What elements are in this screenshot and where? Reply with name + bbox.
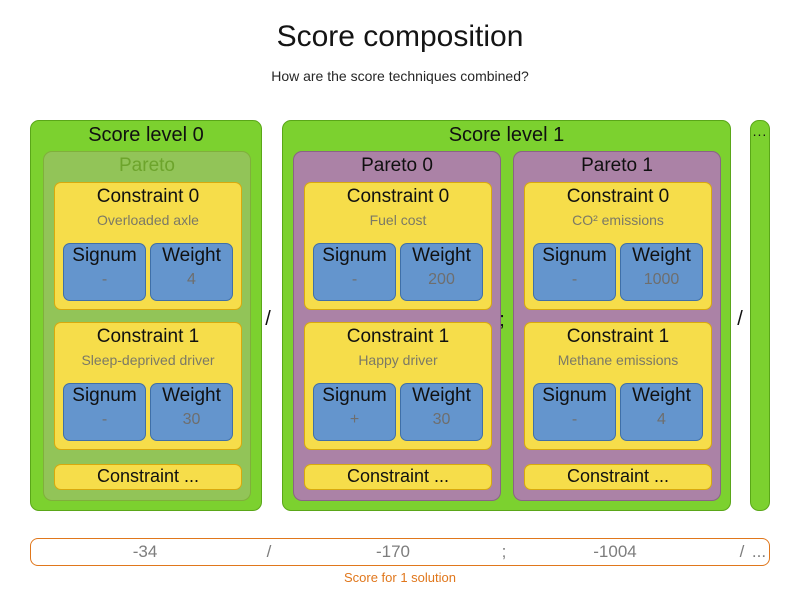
constraint-name: Methane emissions (557, 352, 679, 368)
signum-label: Signum (72, 245, 137, 266)
signum-box: Signum + (313, 383, 396, 441)
weight-value: 4 (187, 271, 196, 288)
constraint-title: Constraint 1 (96, 326, 200, 347)
weight-value: 30 (182, 411, 201, 428)
constraint-title: Constraint 0 (346, 186, 450, 207)
more-levels-ellipsis: ... (752, 123, 768, 139)
score-level-0-label: Score level 0 (88, 124, 204, 146)
score-level-1-label: Score level 1 (448, 124, 565, 146)
weight-value: 4 (657, 411, 666, 428)
signum-box: Signum - (533, 383, 616, 441)
constraint-box: Constraint 0 CO² emissions Signum - Weig… (524, 182, 712, 310)
signum-label: Signum (542, 385, 607, 406)
weight-box: Weight 4 (620, 383, 703, 441)
score-more-ellipsis: ... (751, 542, 767, 561)
signum-box: Signum - (63, 243, 146, 301)
constraint-more-box: Constraint ... (304, 464, 492, 490)
signum-value: + (349, 411, 360, 428)
constraint-more-box: Constraint ... (524, 464, 712, 490)
constraint-box: Constraint 0 Overloaded axle Signum - We… (54, 182, 242, 310)
weight-box: Weight 1000 (620, 243, 703, 301)
level-separator-slash: / (265, 308, 271, 330)
weight-label: Weight (412, 385, 471, 406)
signum-weight-row: Signum - Weight 30 (63, 383, 233, 441)
weight-box: Weight 30 (150, 383, 233, 441)
score-separator-semicolon: ; (501, 542, 507, 561)
constraint-title: Constraint 0 (96, 186, 200, 207)
constraint-name: Sleep-deprived driver (81, 352, 215, 368)
signum-weight-row: Signum - Weight 4 (533, 383, 703, 441)
weight-label: Weight (162, 245, 221, 266)
constraint-box: Constraint 0 Fuel cost Signum - Weight 2… (304, 182, 492, 310)
score-level-0-box: Score level 0 Pareto Constraint 0 Overlo… (30, 120, 262, 511)
constraint-box: Constraint 1 Happy driver Signum + Weigh… (304, 322, 492, 450)
weight-box: Weight 30 (400, 383, 483, 441)
signum-label: Signum (322, 245, 387, 266)
pareto-box-faded: Pareto Constraint 0 Overloaded axle Sign… (43, 151, 251, 501)
signum-box: Signum - (63, 383, 146, 441)
pareto-separator-semicolon: ; (499, 309, 505, 331)
pareto-label: Pareto (119, 155, 175, 176)
signum-weight-row: Signum - Weight 200 (313, 243, 483, 301)
constraint-name: CO² emissions (572, 212, 664, 228)
page-title: Score composition (276, 20, 524, 53)
constraint-box: Constraint 1 Sleep-deprived driver Signu… (54, 322, 242, 450)
signum-weight-row: Signum - Weight 4 (63, 243, 233, 301)
signum-box: Signum - (533, 243, 616, 301)
score-bar-caption: Score for 1 solution (343, 570, 456, 585)
constraint-name: Fuel cost (369, 212, 427, 228)
signum-label: Signum (72, 385, 137, 406)
score-value-level0: -34 (132, 542, 158, 561)
pareto-1-box: Pareto 1 Constraint 0 CO² emissions Sign… (513, 151, 721, 501)
constraint-title: Constraint 1 (346, 326, 450, 347)
weight-label: Weight (632, 385, 691, 406)
signum-label: Signum (322, 385, 387, 406)
score-level-more-box: ... (750, 120, 770, 511)
weight-value: 30 (432, 411, 451, 428)
signum-value: - (351, 271, 358, 288)
signum-label: Signum (542, 245, 607, 266)
weight-label: Weight (162, 385, 221, 406)
constraint-more-box: Constraint ... (54, 464, 242, 490)
signum-value: - (571, 271, 578, 288)
score-bar: -34 / -170 ; -1004 / ... (30, 538, 770, 566)
signum-box: Signum - (313, 243, 396, 301)
weight-label: Weight (412, 245, 471, 266)
score-value-pareto0: -170 (375, 542, 411, 561)
score-separator-slash: / (266, 542, 272, 561)
weight-box: Weight 4 (150, 243, 233, 301)
weight-box: Weight 200 (400, 243, 483, 301)
score-separator-slash: / (739, 542, 745, 561)
constraint-title: Constraint 1 (566, 326, 670, 347)
signum-value: - (101, 271, 108, 288)
signum-value: - (571, 411, 578, 428)
constraint-box: Constraint 1 Methane emissions Signum - … (524, 322, 712, 450)
constraint-title: Constraint 0 (566, 186, 670, 207)
score-level-1-box: Score level 1 Pareto 0 Constraint 0 Fuel… (282, 120, 731, 511)
weight-label: Weight (632, 245, 691, 266)
page-subtitle: How are the score techniques combined? (271, 68, 529, 84)
signum-weight-row: Signum + Weight 30 (313, 383, 483, 441)
level-separator-slash: / (737, 308, 743, 330)
constraint-name: Happy driver (358, 352, 438, 368)
signum-value: - (101, 411, 108, 428)
pareto-label: Pareto 1 (581, 155, 653, 176)
weight-value: 1000 (643, 271, 680, 288)
pareto-0-box: Pareto 0 Constraint 0 Fuel cost Signum -… (293, 151, 501, 501)
score-value-pareto1: -1004 (593, 542, 637, 561)
weight-value: 200 (428, 271, 455, 288)
signum-weight-row: Signum - Weight 1000 (533, 243, 703, 301)
constraint-name: Overloaded axle (97, 212, 199, 228)
pareto-label: Pareto 0 (361, 155, 433, 176)
